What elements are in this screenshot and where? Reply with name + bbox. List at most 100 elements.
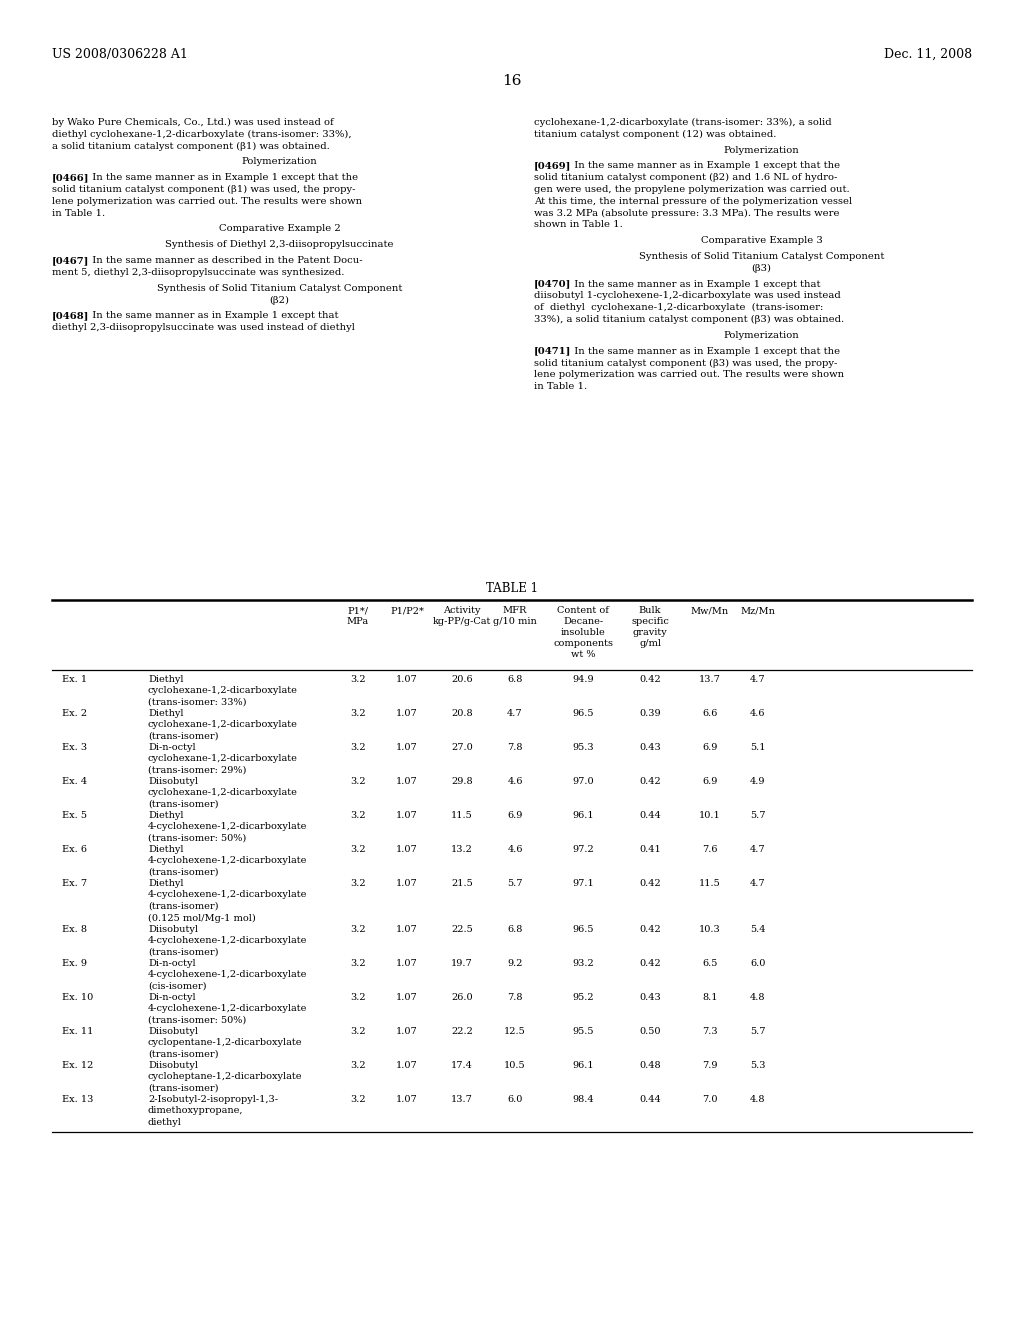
- Text: 0.50: 0.50: [639, 1027, 660, 1036]
- Text: 1.07: 1.07: [396, 810, 418, 820]
- Text: Dec. 11, 2008: Dec. 11, 2008: [884, 48, 972, 61]
- Text: 95.3: 95.3: [572, 743, 594, 752]
- Text: 17.4: 17.4: [451, 1061, 473, 1071]
- Text: 1.07: 1.07: [396, 777, 418, 785]
- Text: 33%), a solid titanium catalyst component (β3) was obtained.: 33%), a solid titanium catalyst componen…: [534, 315, 844, 325]
- Text: [0469]: [0469]: [534, 161, 571, 170]
- Text: Mw/Mn: Mw/Mn: [691, 606, 729, 615]
- Text: 5.7: 5.7: [751, 1027, 766, 1036]
- Text: diisobutyl 1-cyclohexene-1,2-dicarboxylate was used instead: diisobutyl 1-cyclohexene-1,2-dicarboxyla…: [534, 292, 841, 301]
- Text: 10.3: 10.3: [699, 925, 721, 935]
- Text: Ex. 5: Ex. 5: [62, 810, 87, 820]
- Text: 1.07: 1.07: [396, 675, 418, 684]
- Text: 6.0: 6.0: [751, 960, 766, 968]
- Text: 0.41: 0.41: [639, 845, 660, 854]
- Text: 6.9: 6.9: [507, 810, 522, 820]
- Text: 6.6: 6.6: [702, 709, 718, 718]
- Text: 1.07: 1.07: [396, 879, 418, 888]
- Text: 29.8: 29.8: [452, 777, 473, 785]
- Text: 0.44: 0.44: [639, 1096, 660, 1104]
- Text: P1/P2*: P1/P2*: [390, 606, 424, 615]
- Text: Ex. 2: Ex. 2: [62, 709, 87, 718]
- Text: 1.07: 1.07: [396, 845, 418, 854]
- Text: 7.0: 7.0: [702, 1096, 718, 1104]
- Text: 9.2: 9.2: [507, 960, 522, 968]
- Text: 7.6: 7.6: [702, 845, 718, 854]
- Text: 96.5: 96.5: [572, 709, 594, 718]
- Text: 20.8: 20.8: [452, 709, 473, 718]
- Text: diethyl 2,3-diisopropylsuccinate was used instead of diethyl: diethyl 2,3-diisopropylsuccinate was use…: [52, 323, 355, 333]
- Text: Ex. 11: Ex. 11: [62, 1027, 93, 1036]
- Text: 26.0: 26.0: [452, 993, 473, 1002]
- Text: 98.4: 98.4: [572, 1096, 594, 1104]
- Text: 1.07: 1.07: [396, 1096, 418, 1104]
- Text: 3.2: 3.2: [350, 1096, 366, 1104]
- Text: by Wako Pure Chemicals, Co., Ltd.) was used instead of: by Wako Pure Chemicals, Co., Ltd.) was u…: [52, 117, 334, 127]
- Text: [0468]: [0468]: [52, 312, 89, 321]
- Text: solid titanium catalyst component (β1) was used, the propy-: solid titanium catalyst component (β1) w…: [52, 185, 355, 194]
- Text: 5.4: 5.4: [751, 925, 766, 935]
- Text: Activity
kg-PP/g-Cat: Activity kg-PP/g-Cat: [433, 606, 492, 626]
- Text: Diethyl
4-cyclohexene-1,2-dicarboxylate
(trans-isomer): Diethyl 4-cyclohexene-1,2-dicarboxylate …: [148, 845, 307, 876]
- Text: 7.3: 7.3: [702, 1027, 718, 1036]
- Text: 0.44: 0.44: [639, 810, 660, 820]
- Text: 0.42: 0.42: [639, 960, 660, 968]
- Text: 3.2: 3.2: [350, 810, 366, 820]
- Text: 7.8: 7.8: [507, 743, 522, 752]
- Text: Synthesis of Diethyl 2,3-diisopropylsuccinate: Synthesis of Diethyl 2,3-diisopropylsucc…: [165, 240, 394, 249]
- Text: Polymerization: Polymerization: [724, 331, 800, 339]
- Text: in Table 1.: in Table 1.: [52, 209, 105, 218]
- Text: Di-n-octyl
4-cyclohexene-1,2-dicarboxylate
(cis-isomer): Di-n-octyl 4-cyclohexene-1,2-dicarboxyla…: [148, 960, 307, 991]
- Text: 27.0: 27.0: [452, 743, 473, 752]
- Text: Diisobutyl
cyclohexane-1,2-dicarboxylate
(trans-isomer): Diisobutyl cyclohexane-1,2-dicarboxylate…: [148, 777, 298, 809]
- Text: Di-n-octyl
4-cyclohexene-1,2-dicarboxylate
(trans-isomer: 50%): Di-n-octyl 4-cyclohexene-1,2-dicarboxyla…: [148, 993, 307, 1024]
- Text: 16: 16: [502, 74, 522, 88]
- Text: 97.0: 97.0: [572, 777, 594, 785]
- Text: [0467]: [0467]: [52, 256, 89, 265]
- Text: lene polymerization was carried out. The results were shown: lene polymerization was carried out. The…: [52, 197, 362, 206]
- Text: US 2008/0306228 A1: US 2008/0306228 A1: [52, 48, 187, 61]
- Text: Comparative Example 3: Comparative Example 3: [700, 236, 822, 246]
- Text: TABLE 1: TABLE 1: [486, 582, 538, 595]
- Text: 3.2: 3.2: [350, 879, 366, 888]
- Text: 0.48: 0.48: [639, 1061, 660, 1071]
- Text: 13.7: 13.7: [699, 675, 721, 684]
- Text: In the same manner as in Example 1 except that the: In the same manner as in Example 1 excep…: [568, 347, 840, 355]
- Text: Di-n-octyl
cyclohexane-1,2-dicarboxylate
(trans-isomer: 29%): Di-n-octyl cyclohexane-1,2-dicarboxylate…: [148, 743, 298, 775]
- Text: Ex. 3: Ex. 3: [62, 743, 87, 752]
- Text: 4.8: 4.8: [751, 1096, 766, 1104]
- Text: In the same manner as described in the Patent Docu-: In the same manner as described in the P…: [86, 256, 362, 265]
- Text: solid titanium catalyst component (β2) and 1.6 NL of hydro-: solid titanium catalyst component (β2) a…: [534, 173, 838, 182]
- Text: 97.1: 97.1: [572, 879, 594, 888]
- Text: [0466]: [0466]: [52, 173, 89, 182]
- Text: 0.43: 0.43: [639, 993, 660, 1002]
- Text: Synthesis of Solid Titanium Catalyst Component: Synthesis of Solid Titanium Catalyst Com…: [157, 284, 402, 293]
- Text: 6.8: 6.8: [507, 925, 522, 935]
- Text: 13.2: 13.2: [451, 845, 473, 854]
- Text: 4.9: 4.9: [751, 777, 766, 785]
- Text: Comparative Example 2: Comparative Example 2: [219, 224, 340, 234]
- Text: 93.2: 93.2: [572, 960, 594, 968]
- Text: 4.7: 4.7: [751, 675, 766, 684]
- Text: Diisobutyl
cyclopentane-1,2-dicarboxylate
(trans-isomer): Diisobutyl cyclopentane-1,2-dicarboxylat…: [148, 1027, 302, 1059]
- Text: In the same manner as in Example 1 except that the: In the same manner as in Example 1 excep…: [86, 173, 358, 182]
- Text: Synthesis of Solid Titanium Catalyst Component: Synthesis of Solid Titanium Catalyst Com…: [639, 252, 884, 261]
- Text: 10.5: 10.5: [504, 1061, 525, 1071]
- Text: In the same manner as in Example 1 except that: In the same manner as in Example 1 excep…: [568, 280, 820, 289]
- Text: 95.2: 95.2: [572, 993, 594, 1002]
- Text: Diethyl
cyclohexane-1,2-dicarboxylate
(trans-isomer): Diethyl cyclohexane-1,2-dicarboxylate (t…: [148, 709, 298, 741]
- Text: 11.5: 11.5: [452, 810, 473, 820]
- Text: At this time, the internal pressure of the polymerization vessel: At this time, the internal pressure of t…: [534, 197, 852, 206]
- Text: 1.07: 1.07: [396, 1027, 418, 1036]
- Text: [0471]: [0471]: [534, 347, 571, 355]
- Text: Ex. 10: Ex. 10: [62, 993, 93, 1002]
- Text: in Table 1.: in Table 1.: [534, 381, 587, 391]
- Text: 4.6: 4.6: [507, 845, 522, 854]
- Text: Diethyl
cyclohexane-1,2-dicarboxylate
(trans-isomer: 33%): Diethyl cyclohexane-1,2-dicarboxylate (t…: [148, 675, 298, 708]
- Text: cyclohexane-1,2-dicarboxylate (trans-isomer: 33%), a solid: cyclohexane-1,2-dicarboxylate (trans-iso…: [534, 117, 831, 127]
- Text: 1.07: 1.07: [396, 993, 418, 1002]
- Text: 6.8: 6.8: [507, 675, 522, 684]
- Text: 4.7: 4.7: [751, 845, 766, 854]
- Text: 4.6: 4.6: [751, 709, 766, 718]
- Text: 6.9: 6.9: [702, 743, 718, 752]
